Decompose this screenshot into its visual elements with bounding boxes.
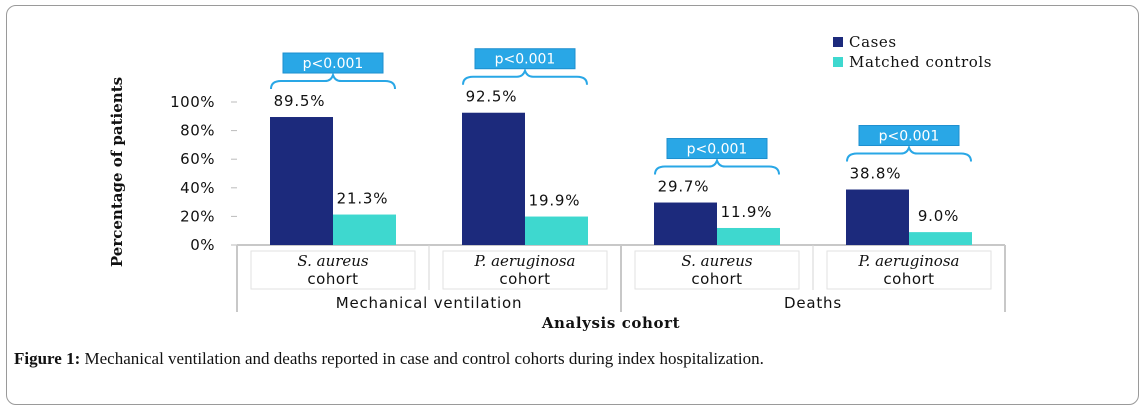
p-value-label: p<0.001 bbox=[495, 52, 556, 68]
figure-caption: Figure 1: Mechanical ventilation and dea… bbox=[14, 349, 1124, 369]
category-cohort-label: cohort bbox=[499, 270, 550, 288]
category-cohort-label: cohort bbox=[691, 270, 742, 288]
p-value-label: p<0.001 bbox=[303, 56, 364, 72]
legend-swatch bbox=[833, 37, 843, 47]
group-label: Deaths bbox=[784, 294, 842, 312]
y-tick-label: 0% bbox=[190, 236, 215, 254]
significance-bracket bbox=[654, 157, 780, 175]
p-value-badge bbox=[282, 52, 384, 74]
category-organism-label: P. aeruginosa bbox=[858, 252, 960, 270]
x-axis-title: Analysis cohort bbox=[541, 314, 680, 332]
category-organism-label: P. aeruginosa bbox=[474, 252, 576, 270]
p-value-badge bbox=[666, 138, 768, 160]
bar-cases bbox=[462, 112, 525, 245]
y-axis-title: Percentage of patients bbox=[108, 77, 126, 267]
category-organism-label: S. aureus bbox=[297, 252, 369, 270]
significance-bracket bbox=[846, 144, 972, 162]
data-label-cases: 29.7% bbox=[658, 178, 710, 196]
category-label-box bbox=[442, 250, 608, 290]
data-label-cases: 38.8% bbox=[850, 165, 902, 183]
significance-bracket bbox=[462, 67, 588, 85]
figure-caption-text: Mechanical ventilation and deaths report… bbox=[80, 349, 764, 368]
y-tick-label: 60% bbox=[180, 150, 215, 168]
data-label-cases: 89.5% bbox=[274, 92, 326, 110]
data-label-matched-controls: 21.3% bbox=[337, 190, 389, 208]
legend-label: Matched controls bbox=[849, 53, 992, 71]
data-label-cases: 92.5% bbox=[466, 88, 518, 106]
category-label-box bbox=[634, 250, 800, 290]
figure-frame bbox=[6, 5, 1139, 405]
p-value-label: p<0.001 bbox=[687, 142, 748, 158]
category-cohort-label: cohort bbox=[307, 270, 358, 288]
legend-label: Cases bbox=[849, 33, 897, 51]
y-tick-label: 20% bbox=[180, 207, 215, 225]
significance-bracket bbox=[270, 71, 396, 90]
bar-cases bbox=[654, 202, 717, 245]
p-value-badge bbox=[858, 125, 960, 147]
data-label-matched-controls: 9.0% bbox=[918, 207, 959, 225]
legend-swatch bbox=[833, 57, 843, 67]
figure-caption-label: Figure 1: bbox=[14, 349, 81, 368]
data-label-matched-controls: 11.9% bbox=[721, 203, 773, 221]
bar-cases bbox=[846, 189, 909, 245]
category-organism-label: S. aureus bbox=[681, 252, 753, 270]
data-label-matched-controls: 19.9% bbox=[529, 192, 581, 210]
bar-cases bbox=[270, 117, 333, 245]
bar-matched-controls bbox=[525, 216, 588, 245]
bar-matched-controls bbox=[909, 232, 972, 245]
y-tick-label: 80% bbox=[180, 122, 215, 140]
p-value-badge bbox=[474, 48, 576, 70]
p-value-label: p<0.001 bbox=[879, 129, 940, 145]
bar-chart: 0% 20% 40% 60% 80% 100% Percentage of patients… bbox=[108, 33, 1006, 332]
bar-matched-controls bbox=[717, 227, 780, 245]
category-label-box bbox=[250, 250, 416, 290]
group-label: Mechanical ventilation bbox=[336, 294, 523, 312]
y-tick-label: 40% bbox=[180, 179, 215, 197]
bar-matched-controls bbox=[333, 214, 396, 245]
category-cohort-label: cohort bbox=[883, 270, 934, 288]
category-label-box bbox=[826, 250, 992, 290]
y-tick-label: 100% bbox=[170, 93, 215, 111]
